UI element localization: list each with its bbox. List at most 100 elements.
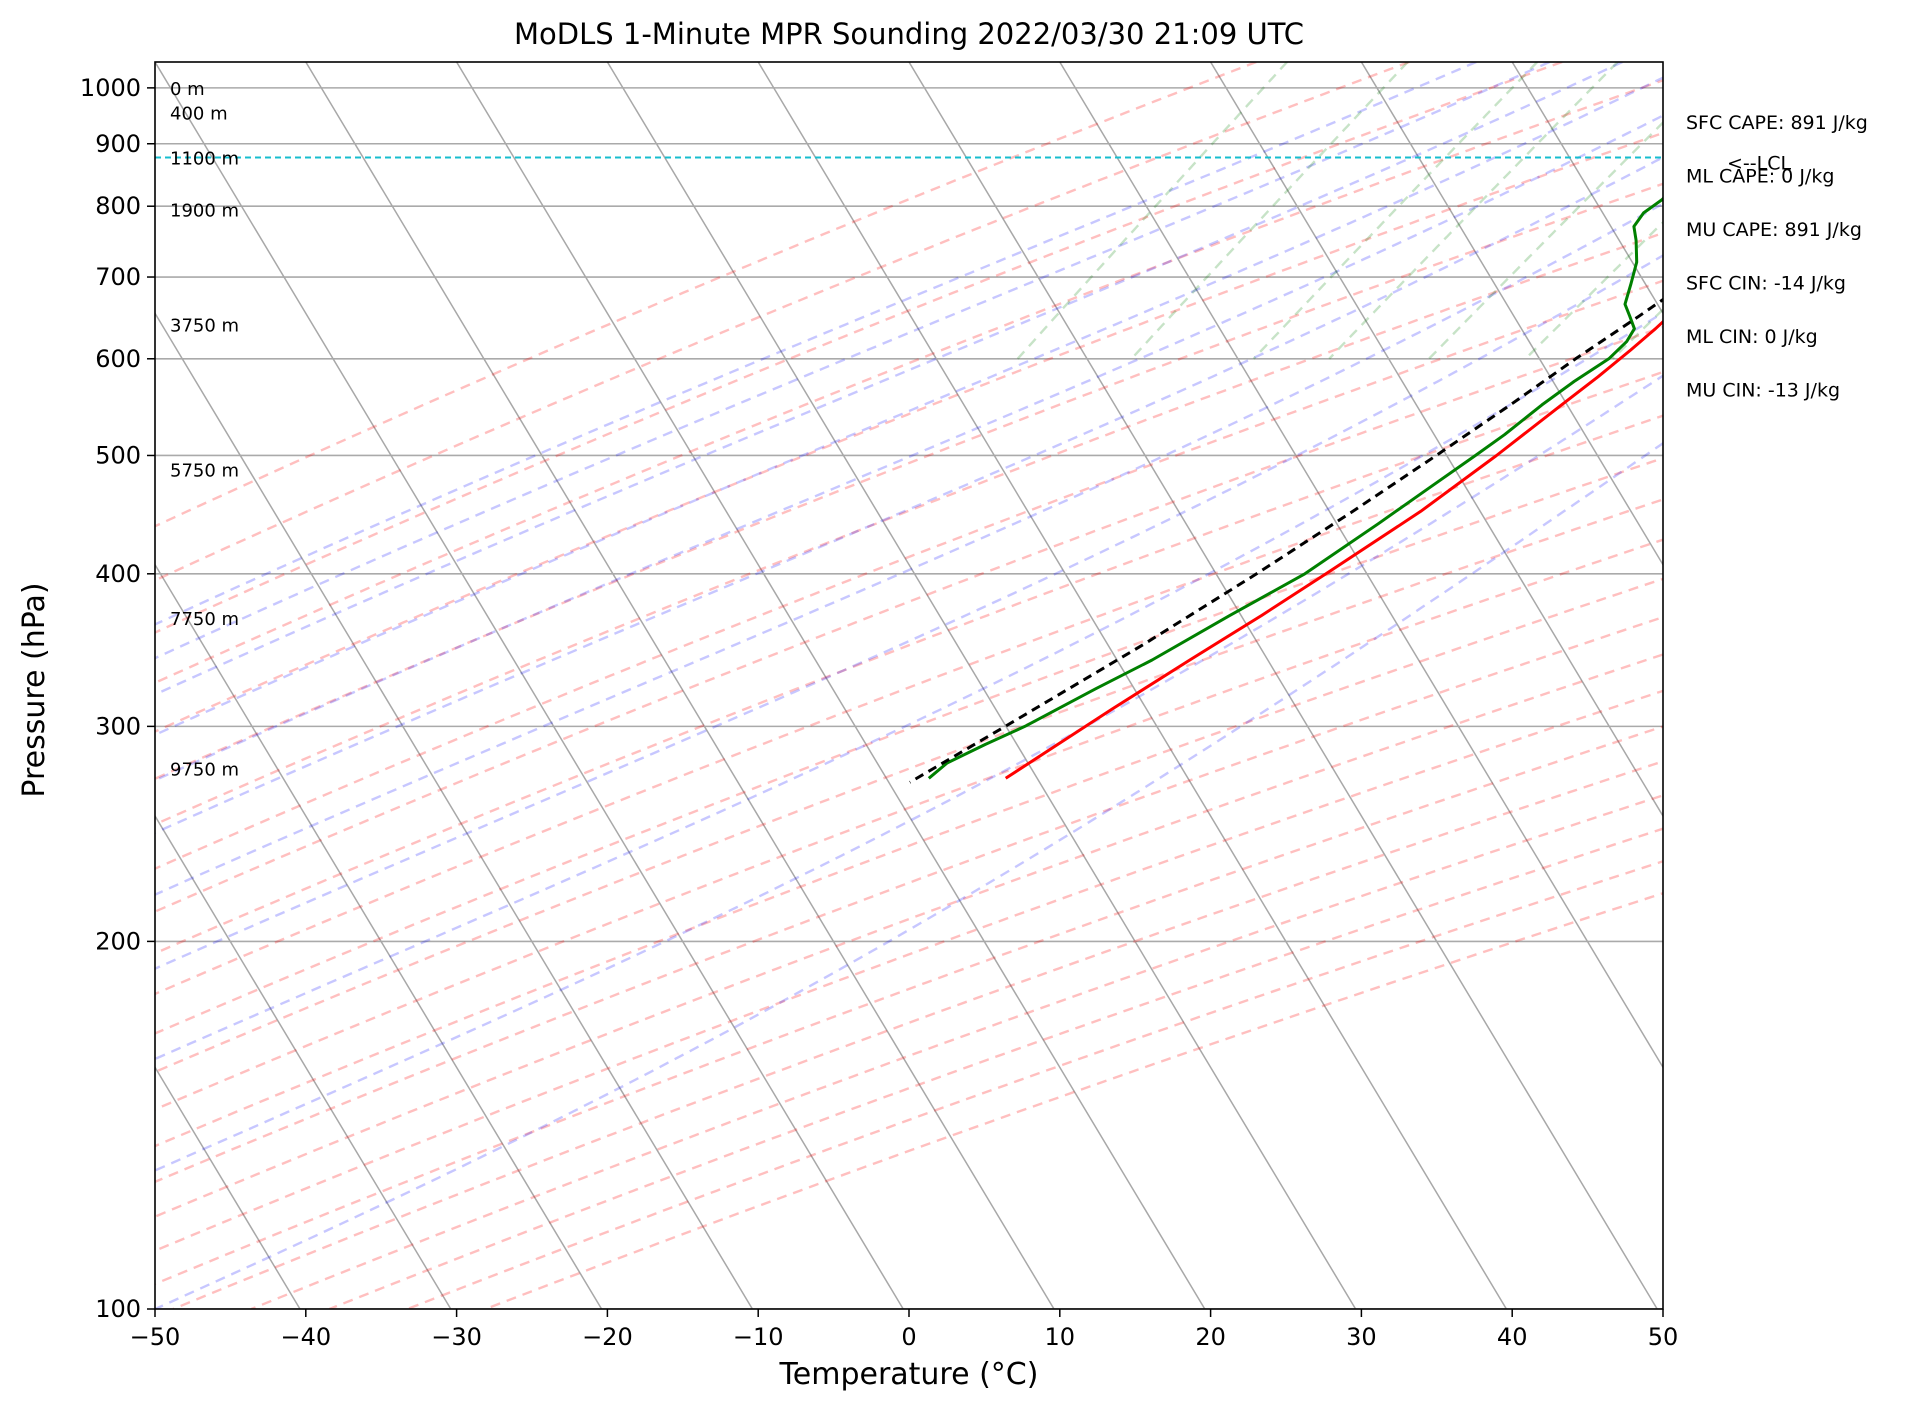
mixing-ratio-line [1524, 220, 1663, 360]
parcel-profile-line [909, 297, 1663, 784]
stat-label: MU CAPE: 891 J/kg [1686, 219, 1862, 241]
y-tick-label: 400 [95, 560, 141, 588]
isotherm-line [155, 563, 603, 1309]
x-tick-label: −30 [431, 1323, 482, 1351]
moist-adiabat-line [155, 62, 1623, 696]
x-tick-label: 40 [1497, 1323, 1528, 1351]
y-tick-label: 300 [95, 712, 141, 740]
y-tick-label: 700 [95, 263, 141, 291]
height-label: 7750 m [170, 609, 239, 630]
height-label: 0 m [170, 79, 205, 100]
lcl-label: <--LCL [1727, 152, 1791, 174]
isotherm-line [455, 62, 1206, 1309]
moist-adiabat-line [155, 202, 1663, 896]
x-tick-label: −50 [130, 1323, 181, 1351]
height-label: 1100 m [170, 148, 239, 169]
height-label: 1900 m [170, 201, 239, 222]
stat-label: MU CIN: -13 J/kg [1686, 380, 1840, 402]
x-tick-label: 0 [901, 1323, 916, 1351]
dry-adiabat-line [155, 279, 1663, 870]
dry-adiabat-line [155, 615, 1663, 1184]
isotherm-line [757, 62, 1508, 1309]
isotherm-line [1511, 62, 1663, 315]
y-tick-label: 600 [95, 345, 141, 373]
isotherm-line [155, 1065, 301, 1309]
y-tick-label: 900 [95, 130, 141, 158]
dry-adiabat-line [155, 414, 1663, 996]
isotherm-line [1662, 62, 1663, 64]
dry-adiabat-line [155, 370, 1663, 955]
isotherm-line [155, 62, 904, 1309]
x-tick-label: 50 [1648, 1323, 1679, 1351]
dry-adiabat-line [155, 725, 1663, 1286]
dry-adiabat-line [155, 62, 1410, 582]
dry-adiabat-line [155, 498, 1663, 1074]
background-lines [155, 62, 1911, 1309]
moist-adiabat-line [155, 155, 1663, 835]
x-tick-label: 30 [1346, 1323, 1377, 1351]
dry-adiabat-line [407, 860, 1663, 1309]
moist-adiabat-line [155, 311, 1663, 1061]
mixing-ratio-line [1252, 62, 1539, 360]
mixing-ratio-line [1016, 62, 1288, 360]
dry-adiabat-line [250, 794, 1663, 1309]
dry-adiabat-line [155, 456, 1663, 1035]
dry-adiabat-line [155, 689, 1663, 1253]
dry-adiabat-line [172, 760, 1663, 1309]
dry-adiabat-line [155, 182, 1663, 781]
x-axis-label: Temperature (°C) [779, 1357, 1039, 1392]
y-tick-label: 800 [95, 192, 141, 220]
stat-label: SFC CIN: -14 J/kg [1686, 273, 1846, 295]
mixing-ratio-line [1130, 62, 1409, 360]
axis-ticks: −50 −40 −30 −20 −10 0 10 20 30 40 50 100 200 300 400 50… [80, 74, 1678, 1351]
isotherm-line [908, 62, 1658, 1309]
temperature-profile-line [1004, 319, 1663, 780]
x-tick-label: 20 [1195, 1323, 1226, 1351]
isotherm-line [1360, 62, 1663, 567]
dry-adiabat-line [155, 231, 1663, 826]
y-tick-label: 1000 [80, 74, 141, 102]
moist-adiabat-line [155, 76, 1663, 737]
height-label: 3750 m [170, 316, 239, 337]
mixing-ratio-line [1611, 307, 1663, 360]
stat-label: ML CAPE: 0 J/kg [1686, 166, 1834, 188]
dry-adiabat-line [328, 827, 1663, 1309]
y-tick-label: 500 [95, 441, 141, 469]
height-label: 5750 m [170, 460, 239, 481]
isotherm-line [1209, 62, 1663, 818]
x-tick-label: −10 [733, 1323, 784, 1351]
isotherm-line [155, 311, 754, 1309]
moist-adiabat-line [155, 114, 1663, 782]
plot-border [154, 61, 1664, 1310]
dry-adiabat-line [155, 325, 1663, 913]
chart-title: MoDLS 1-Minute MPR Sounding 2022/03/30 2… [514, 17, 1304, 51]
moist-adiabat-line [155, 62, 1477, 626]
mixing-ratio-line [1428, 120, 1663, 360]
isotherm-line [606, 62, 1357, 1309]
stat-label: SFC CAPE: 891 J/kg [1686, 112, 1868, 134]
dry-adiabat-line [155, 62, 1257, 528]
x-tick-label: 10 [1045, 1323, 1076, 1351]
mixing-ratio-line [1328, 62, 1619, 360]
y-tick-label: 200 [95, 927, 141, 955]
dry-adiabat-line [155, 131, 1663, 733]
mixing-ratio-line [1727, 62, 1911, 359]
x-tick-label: −20 [582, 1323, 633, 1351]
dry-adiabat-line [155, 62, 1563, 634]
y-axis-label: Pressure (hPa) [17, 582, 52, 797]
dry-adiabat-line [155, 79, 1663, 685]
isotherm-line [305, 62, 1055, 1309]
height-label: 400 m [170, 103, 228, 124]
isotherm-line [155, 814, 452, 1309]
isotherm-line [1059, 62, 1663, 1069]
annotations: 0 m 400 m 1100 m 1900 m 3750 m 5750 m 7750 m 97… [170, 79, 1868, 781]
mixing-ratio-line [1676, 62, 1911, 359]
moist-adiabat-line [155, 62, 1550, 660]
dewpoint-profile-line [927, 196, 1663, 780]
data-lines [155, 156, 1663, 784]
y-tick-label: 100 [95, 1295, 141, 1323]
plot-frame [154, 61, 1664, 1310]
height-label: 9750 m [170, 760, 239, 781]
moist-adiabat-line [155, 254, 1663, 970]
